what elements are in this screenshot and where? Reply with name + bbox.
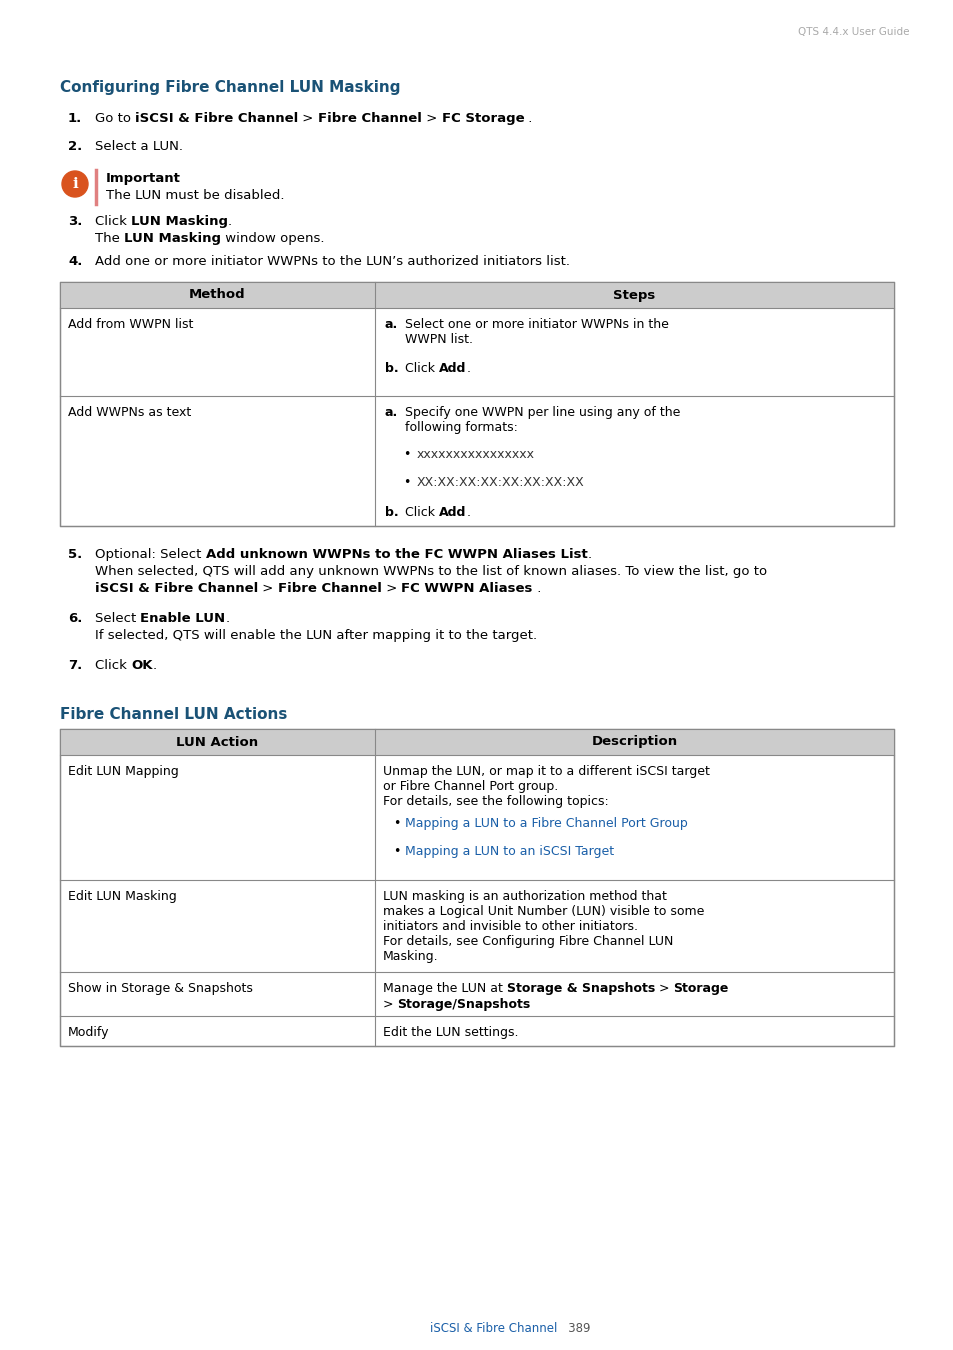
Text: XX:XX:XX:XX:XX:XX:XX:XX: XX:XX:XX:XX:XX:XX:XX:XX bbox=[416, 477, 584, 489]
Text: When selected, QTS will add any unknown WWPNs to the list of known aliases. To v: When selected, QTS will add any unknown … bbox=[95, 566, 766, 578]
Text: .: . bbox=[228, 215, 232, 228]
Text: >: > bbox=[298, 112, 317, 126]
Text: LUN Action: LUN Action bbox=[176, 736, 258, 748]
Text: Add unknown WWPNs to the FC WWPN Aliases List: Add unknown WWPNs to the FC WWPN Aliases… bbox=[206, 548, 587, 562]
Text: Configuring Fibre Channel LUN Masking: Configuring Fibre Channel LUN Masking bbox=[60, 80, 400, 94]
Text: Steps: Steps bbox=[613, 289, 655, 301]
Text: Description: Description bbox=[591, 736, 677, 748]
Text: .: . bbox=[532, 582, 540, 595]
Text: Enable LUN: Enable LUN bbox=[140, 612, 226, 625]
Text: following formats:: following formats: bbox=[405, 421, 517, 433]
Text: window opens.: window opens. bbox=[221, 232, 324, 244]
Text: Show in Storage & Snapshots: Show in Storage & Snapshots bbox=[68, 981, 253, 995]
Text: iSCSI & Fibre Channel: iSCSI & Fibre Channel bbox=[430, 1322, 557, 1335]
Bar bbox=[60, 729, 893, 1046]
Text: a.: a. bbox=[385, 406, 397, 418]
Text: Click: Click bbox=[95, 659, 131, 672]
Text: iSCSI & Fibre Channel: iSCSI & Fibre Channel bbox=[95, 582, 258, 595]
Text: 7.: 7. bbox=[68, 659, 82, 672]
Text: FC Storage: FC Storage bbox=[441, 112, 524, 126]
Text: >: > bbox=[382, 998, 397, 1011]
Text: LUN masking is an authorization method that: LUN masking is an authorization method t… bbox=[382, 890, 666, 903]
Text: Optional: Select: Optional: Select bbox=[95, 548, 206, 562]
Bar bbox=[60, 729, 893, 755]
Text: 3.: 3. bbox=[68, 215, 82, 228]
Text: Add from WWPN list: Add from WWPN list bbox=[68, 319, 193, 331]
Text: 389: 389 bbox=[557, 1322, 590, 1335]
Text: Edit the LUN settings.: Edit the LUN settings. bbox=[382, 1026, 518, 1040]
Text: •: • bbox=[402, 448, 410, 460]
Text: makes a Logical Unit Number (LUN) visible to some: makes a Logical Unit Number (LUN) visibl… bbox=[382, 904, 703, 918]
Circle shape bbox=[62, 171, 88, 197]
Text: .: . bbox=[226, 612, 230, 625]
Text: Add: Add bbox=[438, 506, 466, 518]
Bar bbox=[60, 282, 893, 308]
Text: .: . bbox=[587, 548, 591, 562]
Text: Go to: Go to bbox=[95, 112, 135, 126]
Text: For details, see Configuring Fibre Channel LUN: For details, see Configuring Fibre Chann… bbox=[382, 936, 673, 948]
Text: WWPN list.: WWPN list. bbox=[405, 333, 473, 346]
Text: 2.: 2. bbox=[68, 140, 82, 153]
Text: QTS 4.4.x User Guide: QTS 4.4.x User Guide bbox=[798, 27, 909, 36]
Text: .: . bbox=[152, 659, 156, 672]
Text: LUN Masking: LUN Masking bbox=[131, 215, 228, 228]
Text: Add: Add bbox=[438, 362, 466, 375]
Text: initiators and invisible to other initiators.: initiators and invisible to other initia… bbox=[382, 919, 638, 933]
Text: >: > bbox=[258, 582, 277, 595]
Text: .: . bbox=[524, 112, 532, 126]
Text: Storage: Storage bbox=[673, 981, 728, 995]
Text: •: • bbox=[393, 817, 400, 830]
Text: Modify: Modify bbox=[68, 1026, 110, 1040]
Text: If selected, QTS will enable the LUN after mapping it to the target.: If selected, QTS will enable the LUN aft… bbox=[95, 629, 537, 643]
Text: Fibre Channel LUN Actions: Fibre Channel LUN Actions bbox=[60, 707, 287, 722]
Text: xxxxxxxxxxxxxxxx: xxxxxxxxxxxxxxxx bbox=[416, 448, 535, 460]
Text: 6.: 6. bbox=[68, 612, 82, 625]
Text: Masking.: Masking. bbox=[382, 950, 438, 963]
Text: Mapping a LUN to an iSCSI Target: Mapping a LUN to an iSCSI Target bbox=[405, 845, 614, 859]
Text: .: . bbox=[466, 506, 470, 518]
Text: Manage the LUN at: Manage the LUN at bbox=[382, 981, 506, 995]
Text: The LUN must be disabled.: The LUN must be disabled. bbox=[106, 189, 284, 202]
Text: For details, see the following topics:: For details, see the following topics: bbox=[382, 795, 608, 809]
Text: 1.: 1. bbox=[68, 112, 82, 126]
Text: Edit LUN Masking: Edit LUN Masking bbox=[68, 890, 176, 903]
Text: Click: Click bbox=[405, 362, 438, 375]
Text: Add one or more initiator WWPNs to the LUN’s authorized initiators list.: Add one or more initiator WWPNs to the L… bbox=[95, 255, 569, 269]
Text: or Fibre Channel Port group.: or Fibre Channel Port group. bbox=[382, 780, 558, 792]
Text: Select one or more initiator WWPNs in the: Select one or more initiator WWPNs in th… bbox=[405, 319, 668, 331]
Bar bbox=[60, 282, 893, 526]
Text: .: . bbox=[466, 362, 470, 375]
Text: Select a LUN.: Select a LUN. bbox=[95, 140, 183, 153]
Text: Click: Click bbox=[95, 215, 131, 228]
Text: iSCSI & Fibre Channel: iSCSI & Fibre Channel bbox=[135, 112, 298, 126]
Text: Fibre Channel: Fibre Channel bbox=[317, 112, 421, 126]
Text: Specify one WWPN per line using any of the: Specify one WWPN per line using any of t… bbox=[405, 406, 679, 418]
Text: The: The bbox=[95, 232, 124, 244]
Text: Method: Method bbox=[189, 289, 246, 301]
Text: •: • bbox=[393, 845, 400, 859]
Text: •: • bbox=[402, 477, 410, 489]
Text: Unmap the LUN, or map it to a different iSCSI target: Unmap the LUN, or map it to a different … bbox=[382, 765, 709, 778]
Text: Storage/Snapshots: Storage/Snapshots bbox=[397, 998, 530, 1011]
Text: >: > bbox=[381, 582, 401, 595]
Text: Important: Important bbox=[106, 171, 181, 185]
Text: b.: b. bbox=[385, 362, 398, 375]
Text: 4.: 4. bbox=[68, 255, 82, 269]
Text: Click: Click bbox=[405, 506, 438, 518]
Text: i: i bbox=[72, 177, 78, 190]
Text: OK: OK bbox=[131, 659, 152, 672]
Text: Mapping a LUN to a Fibre Channel Port Group: Mapping a LUN to a Fibre Channel Port Gr… bbox=[405, 817, 687, 830]
Text: >: > bbox=[421, 112, 441, 126]
Text: FC WWPN Aliases: FC WWPN Aliases bbox=[401, 582, 532, 595]
Text: Add WWPNs as text: Add WWPNs as text bbox=[68, 406, 191, 418]
Text: Fibre Channel: Fibre Channel bbox=[277, 582, 381, 595]
Text: a.: a. bbox=[385, 319, 397, 331]
Text: Storage & Snapshots: Storage & Snapshots bbox=[506, 981, 655, 995]
Text: Select: Select bbox=[95, 612, 140, 625]
Text: b.: b. bbox=[385, 506, 398, 518]
Text: Edit LUN Mapping: Edit LUN Mapping bbox=[68, 765, 178, 778]
Text: LUN Masking: LUN Masking bbox=[124, 232, 221, 244]
Text: 5.: 5. bbox=[68, 548, 82, 562]
Text: >: > bbox=[655, 981, 673, 995]
